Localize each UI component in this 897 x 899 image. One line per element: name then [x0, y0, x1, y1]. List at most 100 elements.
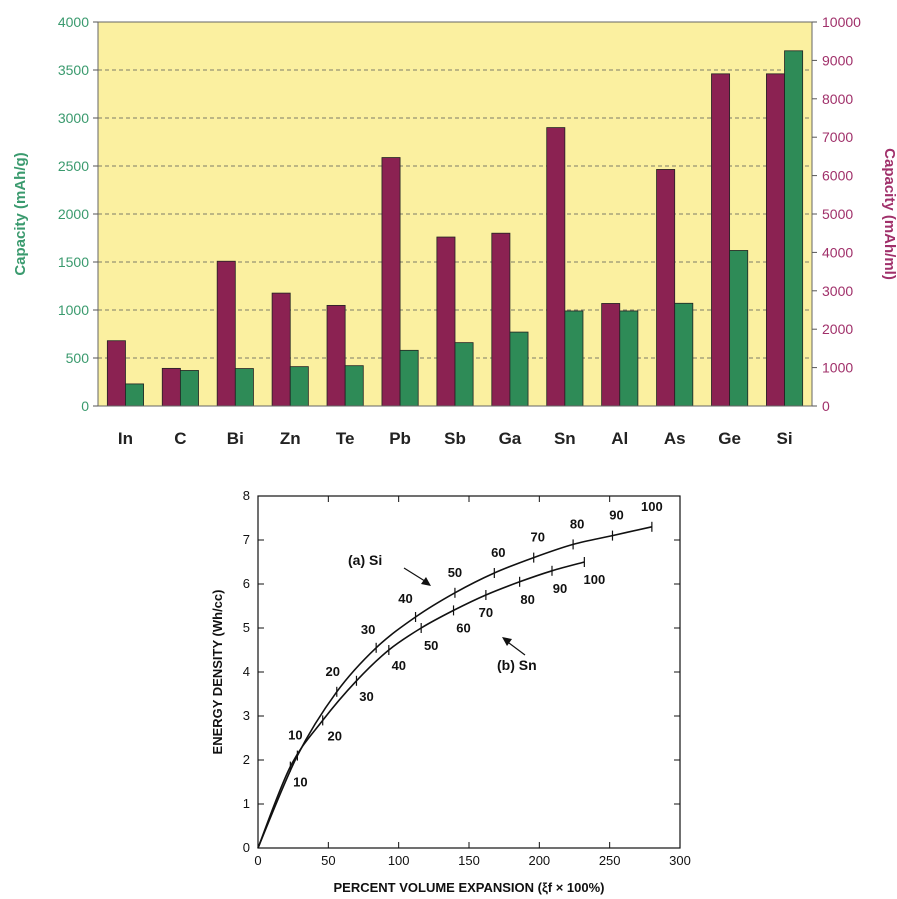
- bar-volumetric-sb: [436, 236, 456, 407]
- bar-gravimetric-ga: [509, 331, 529, 407]
- sn-point-label: 10: [293, 775, 307, 790]
- sn-point-label: 80: [520, 592, 534, 607]
- si-point-label: 30: [361, 622, 375, 637]
- bar-gravimetric-zn: [289, 366, 309, 407]
- bar-volumetric-as: [656, 169, 676, 407]
- right-tick-label: 6000: [822, 168, 853, 184]
- bar-gravimetric-bi: [234, 368, 254, 407]
- y-tick-label: 7: [243, 532, 250, 547]
- si-point-label: 40: [398, 591, 412, 606]
- category-label: Si: [777, 429, 793, 448]
- left-tick-label: 0: [81, 398, 89, 414]
- sn-point-label: 50: [424, 638, 438, 653]
- si-point-label: 50: [448, 565, 462, 580]
- y-tick-label: 5: [243, 620, 250, 635]
- right-tick-label: 0: [822, 398, 830, 414]
- si-point-label: 20: [326, 664, 340, 679]
- sn-point-label: 60: [456, 620, 470, 635]
- category-label: Te: [336, 429, 355, 448]
- bar-gravimetric-as: [674, 302, 694, 407]
- capacity-bar-chart: 0 500 1000 1500 2000 2500 3000 3500 4000 0 1000 20…: [12, 14, 897, 448]
- bar-volumetric-c: [161, 367, 181, 407]
- left-tick-label: 2000: [58, 206, 89, 222]
- si-point-label: 70: [530, 530, 544, 545]
- y-tick-label: 8: [243, 488, 250, 503]
- x-tick-label: 0: [254, 853, 261, 868]
- bar-gravimetric-in: [125, 383, 144, 407]
- energy-point-marks: 10 20 30 40 50 60 70 80 90 100 10 20 30 40 50 60 70 80 90 1…: [288, 499, 663, 790]
- x-tick-label: 100: [388, 853, 410, 868]
- y-tick-label: 2: [243, 752, 250, 767]
- bar-volumetric-al: [601, 303, 621, 407]
- bar-volumetric-ge: [711, 73, 731, 407]
- right-tick-label: 3000: [822, 283, 853, 299]
- y-tick-label: 4: [243, 664, 250, 679]
- right-tick-label: 2000: [822, 321, 853, 337]
- sn-point-label: 40: [392, 658, 406, 673]
- right-tick-label: 10000: [822, 14, 861, 30]
- bar-gravimetric-pb: [399, 349, 419, 407]
- left-tick-label: 3000: [58, 110, 89, 126]
- si-series-line: [257, 526, 653, 849]
- left-tick-label: 1000: [58, 302, 89, 318]
- si-point-label: 80: [570, 516, 584, 531]
- y-tick-label: 1: [243, 796, 250, 811]
- sn-point-label: 90: [553, 581, 567, 596]
- y-tick-label: 6: [243, 576, 250, 591]
- element-category-labels: In C Bi Zn Te Pb Sb Ga Sn Al As Ge Si: [118, 429, 793, 448]
- si-series-label: (a) Si: [348, 552, 382, 568]
- category-label: C: [174, 429, 186, 448]
- category-label: Bi: [227, 429, 244, 448]
- bar-volumetric-pb: [381, 157, 401, 407]
- energy-density-line-chart: 0 50 100 150 200 250 300 0 1 2 3 4 5 6 7 8 10 20 30 40 50 60…: [210, 488, 691, 895]
- right-tick-label: 8000: [822, 91, 853, 107]
- bar-volumetric-sn: [546, 127, 566, 407]
- bar-volumetric-bi: [216, 260, 236, 407]
- category-label: In: [118, 429, 133, 448]
- sn-point-label: 30: [359, 689, 373, 704]
- right-tick-label: 5000: [822, 206, 853, 222]
- bar-gravimetric-te: [344, 365, 364, 407]
- series-annotations: (a) Si (b) Sn: [348, 552, 537, 673]
- category-label: Al: [611, 429, 628, 448]
- category-label: Ge: [718, 429, 741, 448]
- right-tick-label: 9000: [822, 52, 853, 68]
- category-label: Ga: [499, 429, 522, 448]
- x-tick-label: 150: [458, 853, 480, 868]
- si-point-label: 100: [641, 499, 663, 514]
- left-tick-label: 500: [66, 350, 90, 366]
- right-tick-label: 1000: [822, 360, 853, 376]
- bar-volumetric-si: [766, 73, 785, 407]
- si-arrowhead: [421, 577, 431, 586]
- y-axis-label: ENERGY DENSITY (Wh/cc): [210, 590, 225, 755]
- energy-plot-frame: [257, 495, 681, 849]
- si-point-label: 60: [491, 545, 505, 560]
- x-tick-label: 250: [599, 853, 621, 868]
- category-label: As: [664, 429, 686, 448]
- sn-series-label: (b) Sn: [497, 657, 537, 673]
- right-y-axis-label: Capacity (mAh/ml): [881, 148, 897, 280]
- left-tick-label: 3500: [58, 62, 89, 78]
- bar-gravimetric-c: [179, 370, 199, 407]
- energy-axis-ticks: 0 50 100 150 200 250 300 0 1 2 3 4 5 6 7 8: [243, 488, 691, 868]
- sn-point-label: 100: [583, 572, 605, 587]
- right-tick-label: 7000: [822, 129, 853, 145]
- bar-volumetric-te: [326, 304, 346, 407]
- si-point-label: 90: [609, 508, 623, 523]
- si-point-label: 10: [288, 728, 302, 743]
- left-tick-label: 1500: [58, 254, 89, 270]
- bar-volumetric-in: [106, 340, 126, 407]
- category-label: Pb: [389, 429, 411, 448]
- left-tick-label: 4000: [58, 14, 89, 30]
- y-tick-label: 0: [243, 840, 250, 855]
- bar-gravimetric-al: [619, 310, 639, 407]
- sn-point-label: 20: [327, 728, 341, 743]
- sn-point-label: 70: [479, 605, 493, 620]
- bar-gravimetric-ge: [729, 250, 749, 407]
- bar-gravimetric-sn: [564, 310, 584, 407]
- y-tick-label: 3: [243, 708, 250, 723]
- sn-arrowhead: [502, 637, 512, 646]
- right-axis-ticks: 0 1000 2000 3000 4000 5000 6000 7000 8000 9000 100…: [812, 14, 861, 414]
- bar-volumetric-ga: [491, 232, 511, 407]
